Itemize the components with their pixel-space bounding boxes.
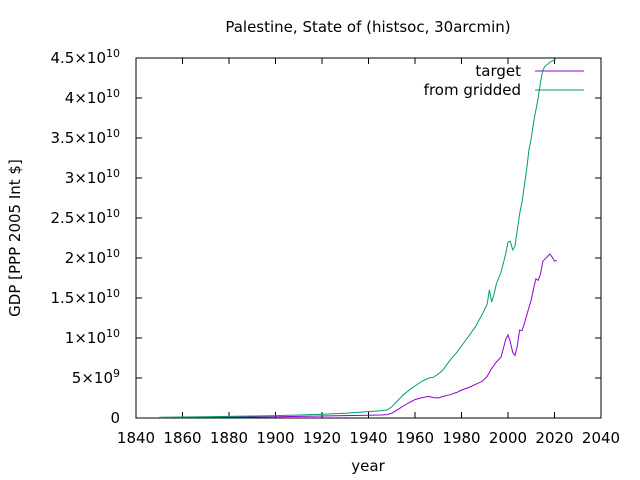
chart-title: Palestine, State of (histsoc, 30arcmin) [225, 18, 510, 36]
series-line-from-gridded [159, 57, 558, 418]
series-line-target [159, 253, 557, 419]
x-tick-label: 1980 [442, 429, 480, 447]
y-tick-label: 3×1010 [65, 167, 120, 187]
y-tick-label: 2×1010 [65, 247, 120, 267]
x-axis-ticks: 1840 1860 1880 1900 1920 1940 1960 1980 2000 2020… [117, 58, 620, 447]
y-axis-ticks: 0 5×109 1×1010 1.5×1010 2×1010 2.5×1010 3×1010… [50, 47, 601, 427]
y-tick-label: 1×1010 [65, 327, 120, 347]
x-tick-label: 2020 [535, 429, 573, 447]
x-tick-label: 1920 [303, 429, 341, 447]
legend-label: from gridded [424, 81, 521, 99]
x-tick-label: 1880 [210, 429, 248, 447]
x-tick-label: 1960 [396, 429, 434, 447]
y-tick-label: 4×1010 [65, 87, 120, 107]
plot-frame [135, 57, 602, 419]
plot-area [135, 57, 602, 419]
y-tick-label: 1.5×1010 [50, 287, 120, 307]
y-tick-label: 5×109 [72, 367, 120, 387]
legend-label: target [475, 62, 521, 80]
y-tick-label: 2.5×1010 [50, 207, 120, 227]
x-tick-label: 1840 [117, 429, 155, 447]
y-tick-label: 3.5×1010 [50, 127, 120, 147]
x-axis-label: year [351, 457, 385, 475]
x-tick-label: 1860 [163, 429, 201, 447]
series-layer [159, 57, 558, 419]
y-tick-label: 4.5×1010 [50, 47, 120, 67]
y-axis-label: GDP [PPP 2005 Int $] [6, 159, 24, 317]
y-tick-label: 0 [110, 409, 120, 427]
x-tick-label: 2000 [489, 429, 527, 447]
x-tick-label: 2040 [582, 429, 620, 447]
x-tick-label: 1900 [256, 429, 294, 447]
x-tick-label: 1940 [349, 429, 387, 447]
